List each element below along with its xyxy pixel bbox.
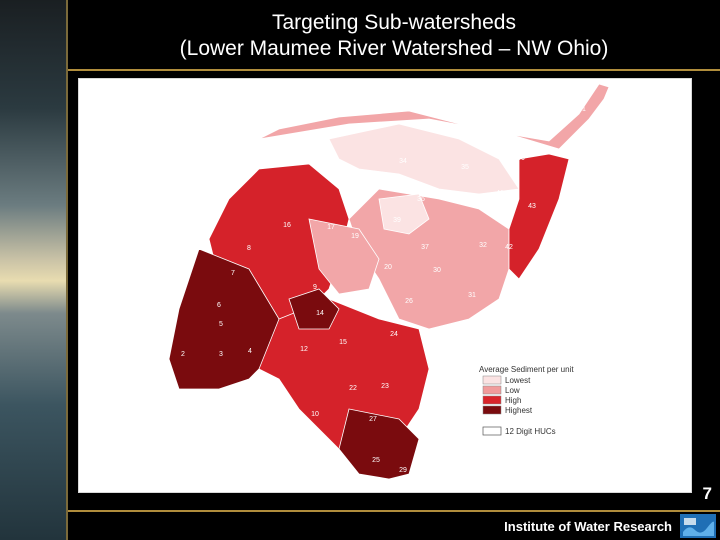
legend-swatch-huc-outline: [482, 426, 502, 436]
header-divider: [68, 69, 720, 71]
watershed-map-svg: 1 2 3 4 6 5 7 8 9 10 11 12 13 14 15 16 1…: [168, 83, 610, 480]
legend-swatch-low: [482, 385, 502, 395]
legend-title: Average Sediment per unit: [479, 365, 574, 374]
slide-title: Targeting Sub-watersheds (Lower Maumee R…: [68, 10, 720, 62]
region-east-high: [508, 153, 570, 280]
huc-label: 37: [421, 244, 429, 251]
huc-label: 6: [217, 302, 221, 309]
huc-label: 42: [505, 244, 513, 251]
page-number: 7: [702, 484, 712, 503]
huc-label: 35: [461, 164, 469, 171]
legend-label-highest: Highest: [505, 406, 533, 415]
huc-label: 21: [366, 306, 374, 313]
region-north-low: [258, 83, 610, 150]
huc-label: 26: [405, 298, 413, 305]
region-center-lowest: [378, 193, 430, 235]
huc-label: 24: [390, 331, 398, 338]
legend-swatch-lowest: [482, 375, 502, 385]
huc-label: 38: [461, 198, 469, 205]
huc-label: 25: [372, 457, 380, 464]
region-south-highest: [338, 408, 420, 480]
huc-label: 15: [339, 339, 347, 346]
footer-divider: [68, 510, 720, 512]
huc-label: 13: [251, 380, 259, 387]
huc-label: 36: [417, 196, 425, 203]
region-southwest-highest: [168, 248, 280, 390]
huc-label: 11: [290, 413, 297, 420]
legend-label-lowest: Lowest: [505, 376, 531, 385]
legend-swatch-highest: [482, 405, 502, 415]
huc-label: 22: [349, 385, 357, 392]
huc-label: 32: [479, 242, 487, 249]
huc-label: 12: [300, 346, 308, 353]
huc-label: 23: [381, 383, 389, 390]
title-line-1: Targeting Sub-watersheds: [272, 11, 516, 34]
huc-label: 16: [283, 222, 291, 229]
huc-label: 27: [369, 416, 377, 423]
huc-label: 5: [219, 321, 223, 328]
huc-label: 3: [219, 351, 223, 358]
region-central-highest: [288, 288, 340, 330]
institute-logo-icon: [680, 514, 716, 538]
huc-label: 34: [399, 158, 407, 165]
map-legend: Average Sediment per unit Lowest Low Hig…: [479, 365, 574, 436]
huc-label: 9: [313, 284, 317, 291]
huc-label: 10: [311, 411, 319, 418]
footer-org-name: Institute of Water Research: [504, 519, 672, 534]
huc-label: 33: [351, 176, 359, 183]
huc-label: 7: [231, 270, 235, 277]
huc-label: 40: [517, 155, 525, 162]
legend-swatch-high: [482, 395, 502, 405]
huc-label: 31: [468, 292, 476, 299]
huc-label: 20: [384, 264, 392, 271]
huc-label: 30: [433, 267, 441, 274]
huc-label: 43: [528, 203, 536, 210]
legend-label-huc: 12 Digit HUCs: [505, 427, 556, 436]
region-mid-low: [308, 218, 380, 295]
title-line-2: (Lower Maumee River Watershed – NW Ohio): [179, 37, 609, 60]
huc-label: 1: [582, 106, 586, 113]
huc-label: 29: [399, 467, 407, 474]
huc-label: 2: [181, 351, 185, 358]
huc-labels: 1 2 3 4 6 5 7 8 9 10 11 12 13 14 15 16 1…: [181, 106, 586, 474]
huc-label: 18: [287, 143, 295, 150]
huc-label: 39: [393, 217, 401, 224]
huc-label: 14: [316, 310, 324, 317]
huc-label: 17: [327, 224, 335, 231]
huc-label: 8: [247, 245, 251, 252]
huc-label: 41: [496, 190, 504, 197]
decorative-photo-sidebar: [0, 0, 68, 540]
huc-label: 4: [248, 348, 252, 355]
legend-label-low: Low: [505, 386, 520, 395]
huc-label: 28: [425, 340, 433, 347]
huc-label: 19: [351, 233, 359, 240]
watershed-map: 1 2 3 4 6 5 7 8 9 10 11 12 13 14 15 16 1…: [78, 78, 692, 493]
region-north-lowest: [328, 123, 520, 195]
legend-label-high: High: [505, 396, 521, 405]
